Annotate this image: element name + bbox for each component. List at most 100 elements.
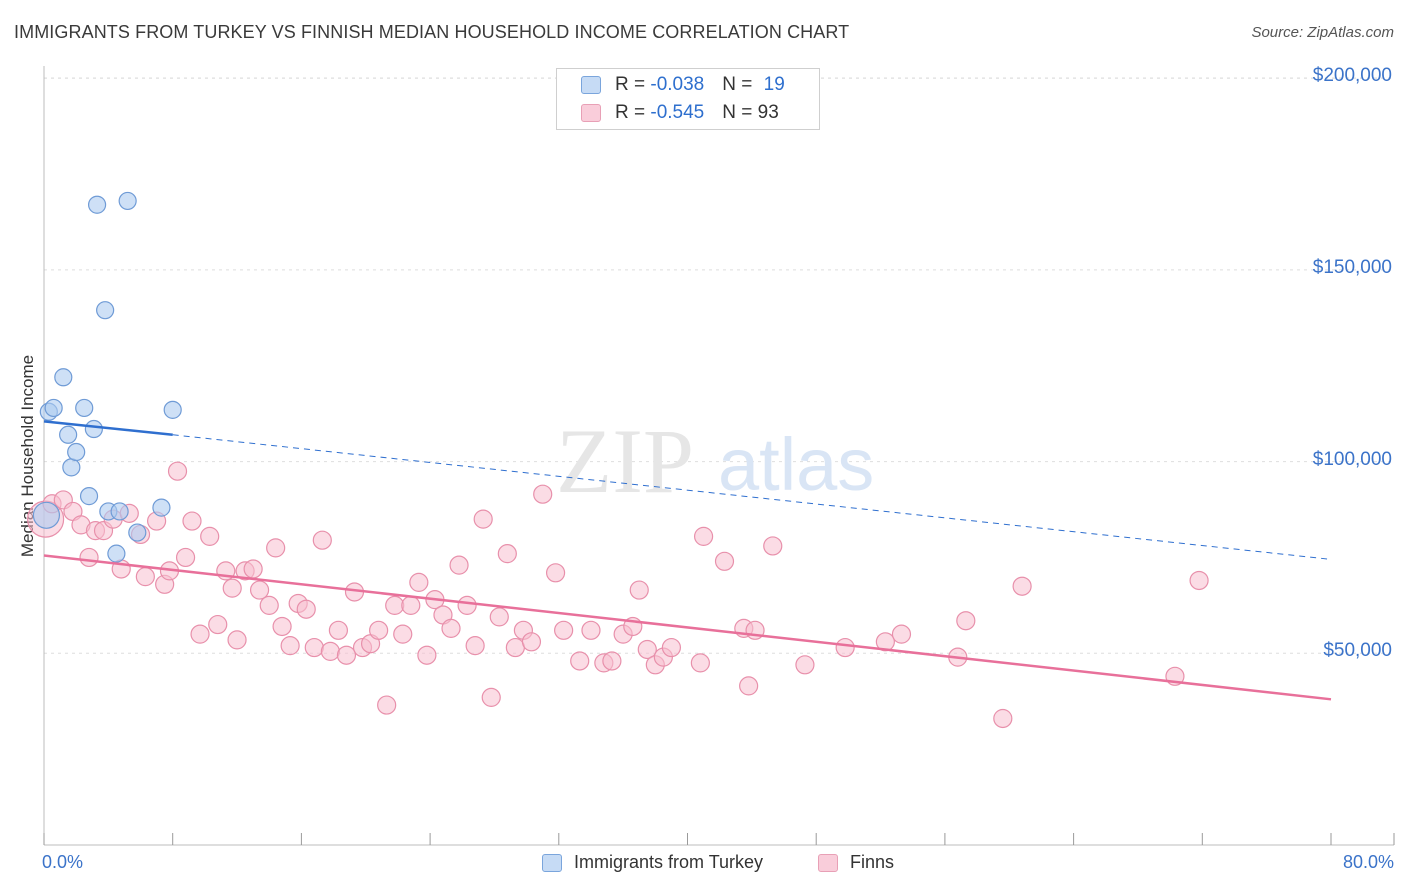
turkey-point-6 xyxy=(67,442,86,462)
finns-point-52 xyxy=(449,555,469,575)
turkey-point-13 xyxy=(107,544,126,563)
correlation-legend: R = -0.038 N = 19 R = -0.545 N = 93 xyxy=(556,68,820,130)
finns-point-38 xyxy=(336,645,357,665)
finns-point-45 xyxy=(393,624,413,644)
bottom-legend-label-turkey: Immigrants from Turkey xyxy=(574,852,764,872)
finns-point-20 xyxy=(200,526,220,546)
finns-point-56 xyxy=(481,687,501,707)
finns-point-58 xyxy=(497,544,517,564)
trend-lines xyxy=(43,420,1332,701)
watermark-zip: ZIP xyxy=(556,410,694,512)
turkey-point-14 xyxy=(110,502,129,521)
finns-point-66 xyxy=(581,620,601,640)
turkey-point-10 xyxy=(87,195,107,214)
finns-point-84 xyxy=(835,637,855,658)
finns-point-34 xyxy=(304,637,324,658)
watermark-atlas: atlas xyxy=(718,423,874,506)
finns-point-82 xyxy=(763,536,783,556)
turkey-point-0 xyxy=(32,501,61,529)
legend-n-label: N = xyxy=(722,102,758,123)
finns-point-47 xyxy=(409,572,429,592)
turkey-point-11 xyxy=(96,301,115,320)
finns-point-55 xyxy=(473,509,493,529)
finns-point-43 xyxy=(377,695,397,715)
finns-point-65 xyxy=(570,651,590,671)
turkey-trend-dashed xyxy=(172,434,1332,560)
turkey-point-2 xyxy=(44,398,63,418)
turkey-point-15 xyxy=(118,191,137,211)
finns-point-61 xyxy=(521,632,542,652)
finns-point-63 xyxy=(545,563,566,583)
finns-point-48 xyxy=(417,645,437,665)
bottom-legend-turkey: Immigrants from Turkey xyxy=(542,852,763,873)
legend-swatch-turkey xyxy=(581,76,601,94)
y-tick-label-2: $150,000 xyxy=(1312,256,1392,278)
finns-point-57 xyxy=(489,607,509,627)
legend-row-turkey: R = -0.038 N = 19 xyxy=(581,73,785,97)
y-tick-label-0: $50,000 xyxy=(1323,640,1392,662)
finns-point-64 xyxy=(554,620,574,640)
finns-point-85 xyxy=(875,632,895,652)
chart-title: IMMIGRANTS FROM TURKEY VS FINNISH MEDIAN… xyxy=(14,22,850,42)
turkey-point-17 xyxy=(152,498,171,517)
finns-point-62 xyxy=(533,484,553,504)
legend-r-label: R = xyxy=(615,102,651,123)
finns-point-36 xyxy=(320,641,340,661)
bottom-legend-finns: Finns xyxy=(818,852,894,873)
finns-point-68 xyxy=(602,651,622,671)
legend-r-label: R = xyxy=(615,74,651,95)
legend-row-finns: R = -0.545 N = 93 xyxy=(581,101,779,125)
finns-point-17 xyxy=(175,547,196,568)
turkey-point-5 xyxy=(62,458,81,477)
finns-point-30 xyxy=(272,616,292,637)
finns-point-12 xyxy=(135,567,155,587)
turkey-point-3 xyxy=(54,368,73,387)
legend-r-value: -0.038 xyxy=(650,74,705,95)
finns-point-5 xyxy=(79,547,99,568)
finns-point-21 xyxy=(208,614,228,635)
finns-point-76 xyxy=(690,653,710,673)
finns-point-59 xyxy=(505,637,525,658)
finns-point-86 xyxy=(891,624,912,644)
finns-point-89 xyxy=(993,708,1013,729)
x-tick-label-0: 0.0% xyxy=(42,852,84,872)
finns-point-37 xyxy=(328,620,349,640)
finns-points xyxy=(27,461,1209,729)
finns-point-92 xyxy=(1189,570,1209,591)
finns-point-27 xyxy=(249,580,270,600)
turkey-points xyxy=(32,191,182,563)
legend-r-value: -0.545 xyxy=(650,102,705,123)
turkey-point-8 xyxy=(79,487,99,506)
bottom-legend-label-finns: Finns xyxy=(850,852,895,872)
legend-n-value: 19 xyxy=(763,74,785,95)
finns-point-54 xyxy=(465,636,485,656)
finns-point-78 xyxy=(714,551,735,571)
finns-point-88 xyxy=(956,611,976,631)
turkey-point-4 xyxy=(59,425,78,444)
finns-point-35 xyxy=(312,530,332,550)
finns-point-23 xyxy=(222,578,242,598)
turkey-point-16 xyxy=(128,523,147,542)
legend-n-label: N = xyxy=(722,74,758,95)
finns-point-51 xyxy=(441,618,461,638)
chart-source: Source: ZipAtlas.com xyxy=(1251,24,1394,41)
turkey-point-18 xyxy=(163,400,182,419)
turkey-point-7 xyxy=(75,398,94,418)
y-tick-label-1: $100,000 xyxy=(1312,448,1392,470)
finns-trend-line xyxy=(43,554,1332,701)
finns-point-90 xyxy=(1012,576,1032,596)
bottom-legend-swatch-turkey xyxy=(542,853,562,872)
finns-point-46 xyxy=(401,595,421,615)
watermark: ZIP atlas xyxy=(556,410,874,512)
finns-point-80 xyxy=(739,676,759,696)
turkey-trend-solid xyxy=(43,420,173,437)
finns-point-16 xyxy=(167,461,188,481)
finns-point-75 xyxy=(661,637,682,658)
finns-point-19 xyxy=(190,624,210,644)
finns-point-31 xyxy=(280,636,300,656)
finns-point-72 xyxy=(637,639,657,660)
x-tick-label-1: 80.0% xyxy=(1342,852,1394,872)
finns-point-44 xyxy=(385,595,405,615)
finns-point-33 xyxy=(296,599,316,619)
finns-point-77 xyxy=(693,526,714,546)
